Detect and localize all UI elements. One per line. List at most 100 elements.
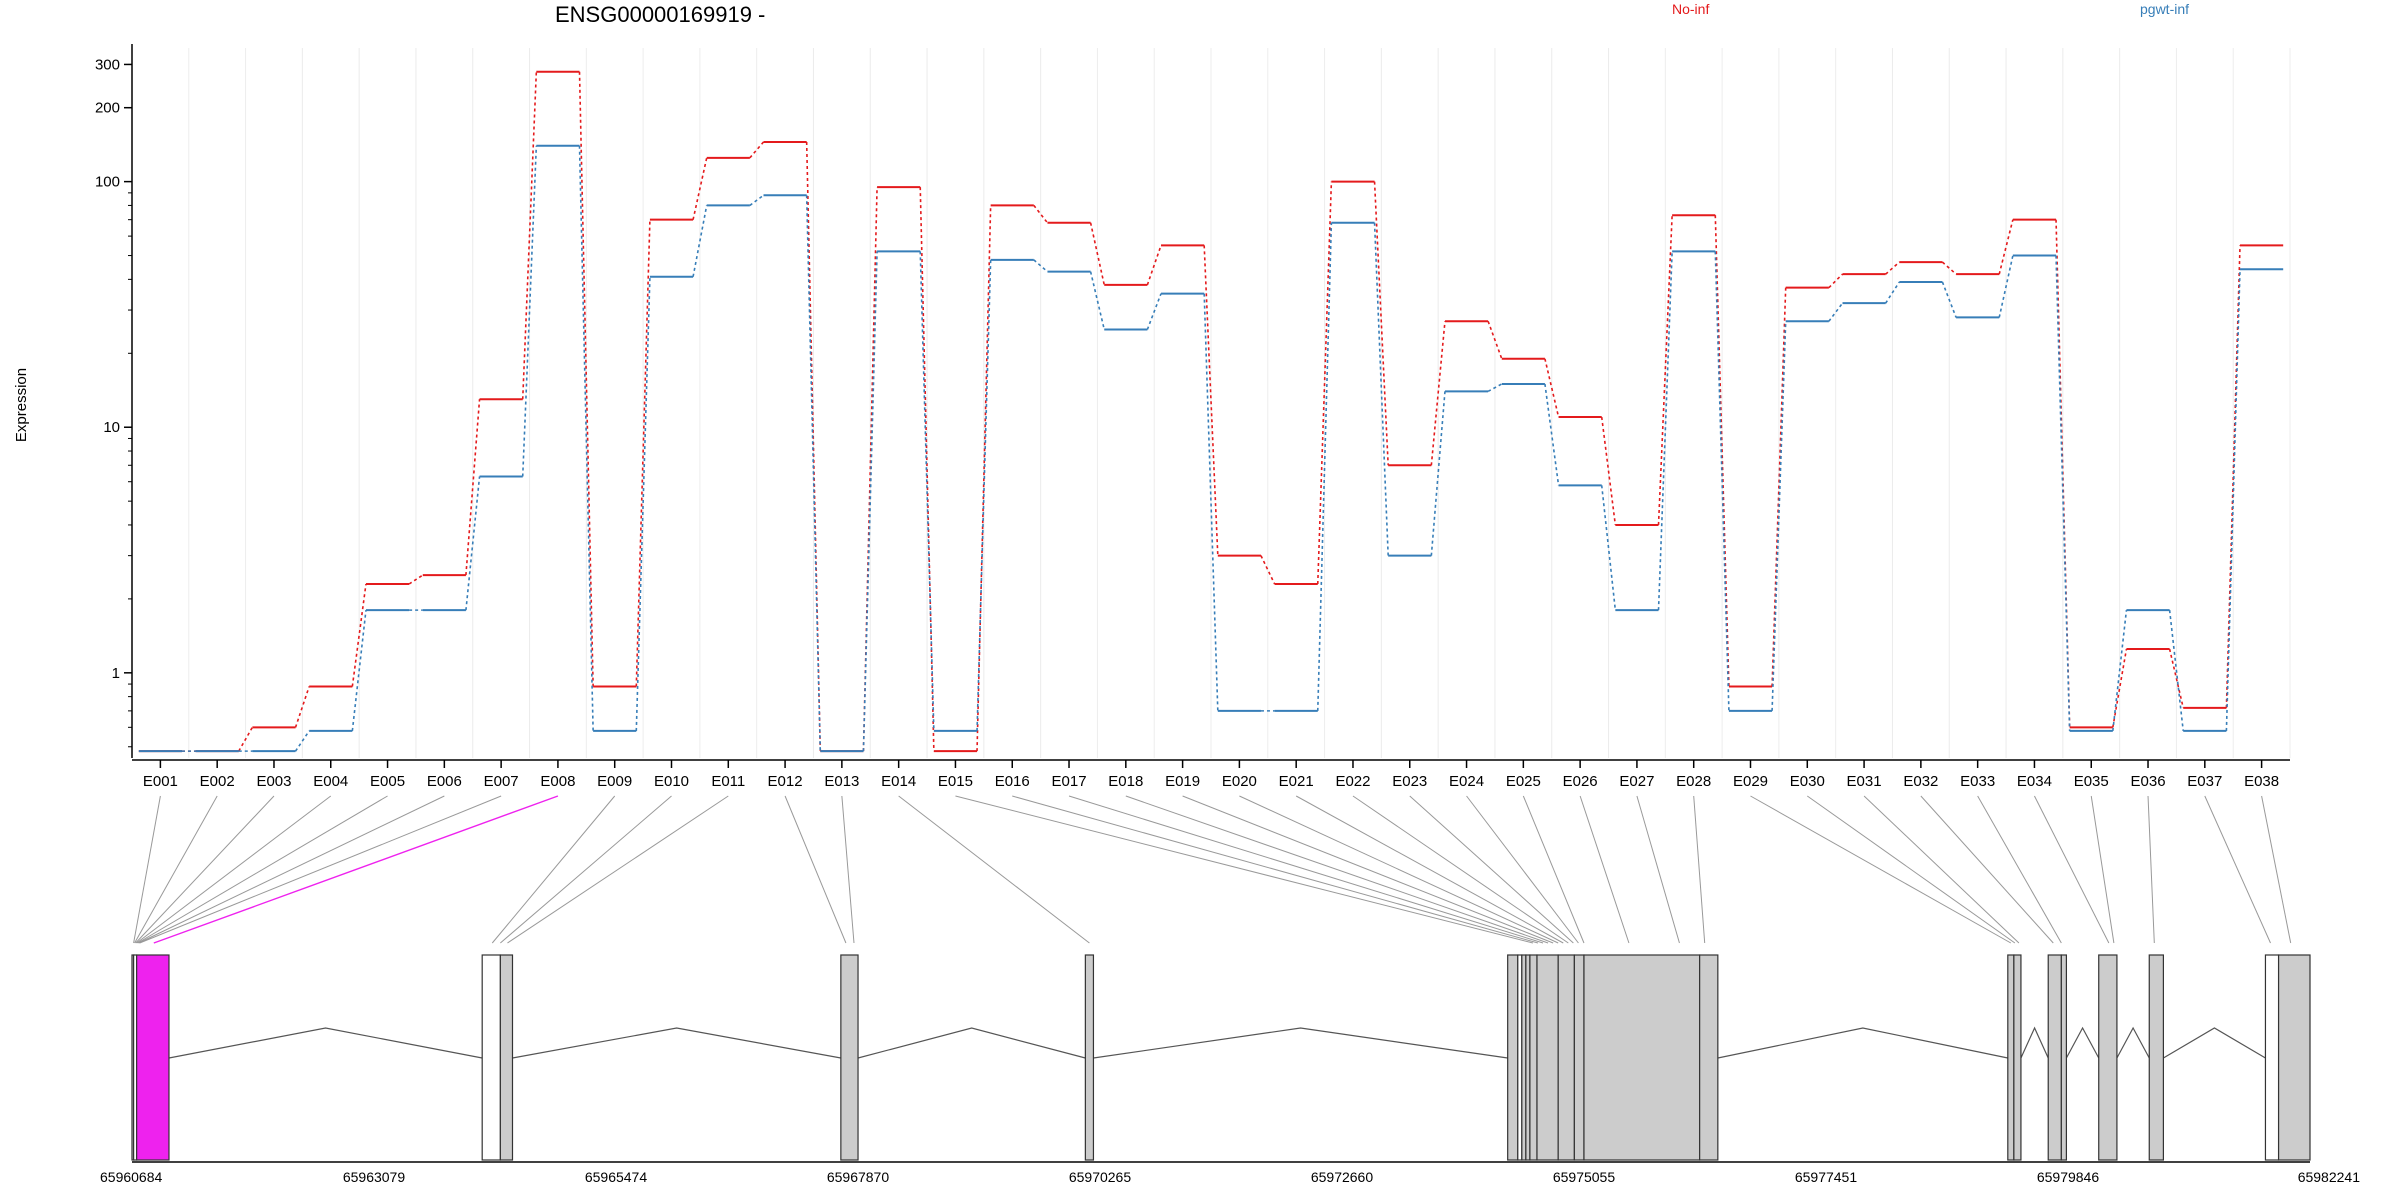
exon bbox=[1084, 954, 1095, 1161]
exon-link-lines bbox=[133, 795, 2292, 944]
series-connector bbox=[2168, 648, 2185, 709]
exon-link-line bbox=[1693, 795, 1706, 944]
exon bbox=[2148, 954, 2164, 1161]
exon-link-line bbox=[136, 795, 332, 944]
exon-link-line bbox=[1012, 795, 1539, 944]
exon-link-line bbox=[1863, 795, 2020, 944]
x-tick-label: E027 bbox=[1619, 773, 1654, 790]
x-tick-label: E033 bbox=[1960, 773, 1995, 790]
coord-label: 65975055 bbox=[1553, 1169, 1616, 1185]
exon bbox=[1699, 954, 1719, 1161]
x-tick-label: E034 bbox=[2017, 773, 2052, 790]
exon-link-line bbox=[784, 795, 847, 944]
series-connector bbox=[1544, 358, 1560, 418]
exon-link-line bbox=[134, 795, 218, 944]
series-connector bbox=[2168, 610, 2185, 732]
y-tick-label: 1 bbox=[112, 665, 120, 682]
exon-link-line bbox=[1807, 795, 2016, 944]
x-tick-label: E016 bbox=[995, 773, 1030, 790]
series-connector bbox=[1260, 555, 1276, 585]
exon-link-line bbox=[2090, 795, 2115, 944]
x-tick-label: E023 bbox=[1392, 773, 1427, 790]
x-tick-label: E019 bbox=[1165, 773, 1200, 790]
exon bbox=[1529, 954, 1538, 1161]
series-connector bbox=[1600, 485, 1617, 611]
x-tick-label: E031 bbox=[1847, 773, 1882, 790]
x-tick-label: E030 bbox=[1790, 773, 1825, 790]
x-tick-label: E011 bbox=[711, 773, 745, 790]
gene-model bbox=[131, 954, 2311, 1161]
series-pgwt-inf bbox=[138, 144, 2284, 753]
series-connector bbox=[2225, 269, 2241, 731]
x-tick-label: E014 bbox=[881, 773, 916, 790]
series-connector bbox=[465, 399, 481, 576]
exon-link-line bbox=[1920, 795, 2054, 944]
series-connector bbox=[408, 574, 424, 585]
exon bbox=[2098, 954, 2118, 1161]
exon bbox=[1536, 954, 1559, 1161]
grid-lines bbox=[131, 48, 2291, 758]
y-tick-label: 300 bbox=[95, 56, 120, 73]
exon bbox=[2277, 954, 2311, 1161]
exon bbox=[1521, 954, 1527, 1161]
exon-link-line bbox=[1125, 795, 1549, 944]
coord-label: 65965474 bbox=[585, 1169, 648, 1185]
series-connector bbox=[1544, 383, 1560, 486]
x-tick-label: E028 bbox=[1676, 773, 1711, 790]
series-connector bbox=[862, 251, 878, 752]
exon-link-line bbox=[1466, 795, 1579, 944]
series-connector bbox=[692, 205, 708, 277]
series-connector bbox=[1487, 383, 1503, 393]
x-tick-label: E003 bbox=[256, 773, 291, 790]
exon bbox=[2013, 954, 2022, 1161]
exon-link-line bbox=[153, 795, 559, 944]
y-axis: 1 10 100 200 300 bbox=[95, 44, 133, 758]
coord-label: 65977451 bbox=[1795, 1169, 1858, 1185]
x-tick-label: E029 bbox=[1733, 773, 1768, 790]
exon bbox=[1573, 954, 1585, 1161]
series-connector bbox=[1657, 215, 1673, 525]
coord-label: 65979846 bbox=[2037, 1169, 2100, 1185]
exon bbox=[2264, 954, 2280, 1161]
exon bbox=[136, 954, 170, 1161]
coord-label: 65972660 bbox=[1311, 1169, 1374, 1185]
series-connector bbox=[1771, 321, 1787, 711]
series-connector bbox=[976, 259, 992, 731]
coord-label: 65960684 bbox=[100, 1169, 163, 1185]
x-tick-label: E032 bbox=[1903, 773, 1938, 790]
exon bbox=[840, 954, 859, 1161]
genomic-coordinate-axis: 65960684 65963079 65965474 65967870 65970265… bbox=[100, 1161, 2360, 1185]
exon-link-line bbox=[841, 795, 855, 944]
x-tick-label: E025 bbox=[1506, 773, 1541, 790]
series-connector bbox=[1089, 222, 1106, 286]
exon bbox=[481, 954, 501, 1161]
exon-link-line bbox=[1977, 795, 2062, 944]
x-tick-label: E013 bbox=[824, 773, 859, 790]
exon-link-line bbox=[898, 795, 1090, 944]
exon-link-line bbox=[2204, 795, 2271, 944]
x-tick-label: E017 bbox=[1052, 773, 1087, 790]
series-connector bbox=[294, 686, 310, 728]
x-tick-label: E008 bbox=[540, 773, 575, 790]
exon-link-line bbox=[500, 795, 672, 944]
series-connector bbox=[1771, 287, 1787, 687]
series-connector bbox=[1373, 222, 1389, 556]
intron bbox=[2020, 1026, 2049, 1059]
series-connector bbox=[749, 194, 764, 207]
exon bbox=[2047, 954, 2062, 1161]
exon bbox=[1517, 954, 1523, 1161]
x-tick-label: E020 bbox=[1222, 773, 1257, 790]
exon-link-line bbox=[1352, 795, 1569, 944]
series-connector bbox=[1089, 271, 1106, 330]
series-connector bbox=[919, 251, 935, 731]
intron bbox=[1093, 1027, 1508, 1059]
series-connector bbox=[1146, 293, 1162, 330]
series-layer bbox=[138, 70, 2284, 753]
x-tick-label: E001 bbox=[143, 773, 178, 790]
series-connector bbox=[351, 583, 367, 687]
exon bbox=[1583, 954, 1701, 1161]
y-axis-label: Expression bbox=[13, 368, 30, 442]
y-tick-label: 200 bbox=[95, 100, 120, 117]
exon-link-line bbox=[137, 795, 388, 944]
